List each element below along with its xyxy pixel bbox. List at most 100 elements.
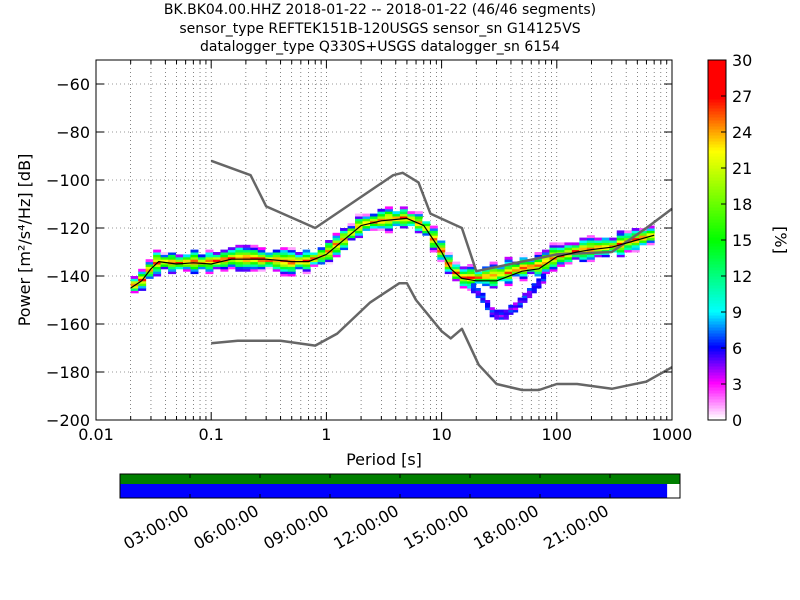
colorbar-swatch	[708, 279, 726, 283]
density-cell	[452, 276, 461, 279]
colorbar-tick-label: 27	[732, 87, 752, 106]
density-cell	[287, 254, 296, 258]
colorbar-swatch	[708, 354, 726, 358]
density-cell	[175, 256, 184, 260]
density-cell	[205, 259, 214, 263]
density-cell	[534, 264, 543, 267]
density-cell	[130, 285, 139, 289]
density-cell	[250, 244, 259, 248]
density-cell	[153, 254, 162, 258]
density-cell	[503, 316, 509, 320]
density-cell	[310, 249, 319, 253]
density-cell	[639, 240, 648, 243]
density-cell	[452, 268, 461, 272]
density-cell	[571, 249, 580, 253]
colorbar-swatch	[708, 396, 726, 400]
density-cell	[220, 268, 229, 272]
density-cell	[494, 309, 500, 313]
colorbar-swatch	[708, 312, 726, 316]
density-cell	[531, 285, 537, 289]
density-cell	[347, 235, 356, 239]
y-tick-label: −120	[46, 219, 90, 238]
density-cell	[609, 237, 618, 241]
density-cell	[272, 256, 281, 260]
density-cell	[594, 237, 603, 241]
colorbar-swatch	[708, 393, 726, 397]
density-cell	[459, 285, 468, 289]
colorbar-swatch	[708, 144, 726, 148]
density-cell	[549, 256, 558, 260]
density-cell	[138, 285, 147, 289]
density-cell	[220, 256, 229, 260]
density-cell	[467, 266, 476, 270]
density-cell	[302, 271, 311, 275]
density-cell	[494, 316, 500, 320]
density-cell	[489, 261, 498, 265]
density-cell	[429, 244, 438, 248]
x-tick-label: 1000	[652, 425, 693, 444]
density-cell	[362, 230, 371, 234]
density-cell	[437, 237, 446, 241]
density-cell	[489, 276, 498, 279]
density-cell	[205, 266, 214, 270]
colorbar-swatch	[708, 69, 726, 73]
density-cell	[250, 268, 259, 272]
density-cell	[586, 247, 595, 251]
density-cell	[355, 230, 364, 234]
new-low-noise-model-line	[211, 281, 673, 392]
density-cell	[205, 264, 214, 267]
density-cell	[508, 309, 514, 313]
density-cell	[444, 254, 453, 258]
density-cell	[422, 230, 431, 234]
density-cell	[242, 249, 251, 253]
density-cell	[242, 254, 251, 258]
density-cell	[399, 223, 408, 227]
colorbar-tick-label: 0	[732, 411, 742, 430]
density-cell	[497, 266, 506, 270]
density-cell	[399, 220, 408, 224]
colorbar-swatch	[708, 246, 726, 250]
density-cell	[549, 264, 558, 267]
colorbar-swatch	[708, 408, 726, 412]
colorbar-swatch	[708, 60, 726, 64]
coverage-fill	[120, 484, 668, 498]
density-cell	[302, 256, 311, 260]
density-cell	[639, 235, 648, 239]
density-cell	[168, 264, 177, 267]
density-cell	[631, 230, 640, 234]
density-cell	[325, 252, 334, 255]
density-cell	[362, 228, 371, 231]
density-cell	[482, 283, 491, 287]
density-cell	[362, 216, 371, 219]
x-tick-label: 10	[431, 425, 451, 444]
density-cell	[497, 273, 506, 277]
density-cell	[414, 230, 423, 234]
colorbar-swatch	[708, 234, 726, 238]
density-cell	[494, 314, 500, 318]
density-cell	[508, 307, 514, 311]
density-cell	[399, 218, 408, 222]
y-tick-label: −200	[46, 411, 90, 430]
density-cell	[534, 273, 543, 277]
density-cell	[227, 266, 236, 270]
density-cell	[549, 261, 558, 265]
density-cell	[471, 283, 477, 287]
density-cell	[145, 261, 154, 265]
density-cell	[504, 280, 513, 284]
time-tick-label: 06:00:00	[190, 501, 262, 553]
density-cell	[175, 261, 184, 265]
colorbar-label: [%]	[771, 226, 790, 254]
density-cell	[482, 276, 491, 279]
density-cell	[429, 247, 438, 251]
colorbar-swatch	[708, 135, 726, 139]
density-cell	[377, 216, 386, 219]
density-cell	[377, 208, 386, 212]
density-cell	[153, 273, 162, 277]
density-cell	[429, 235, 438, 239]
density-cell	[250, 249, 259, 253]
density-cell	[601, 237, 610, 241]
colorbar-swatch	[708, 225, 726, 229]
density-cell	[235, 259, 244, 263]
density-cell	[564, 256, 573, 260]
density-cell	[540, 273, 547, 277]
